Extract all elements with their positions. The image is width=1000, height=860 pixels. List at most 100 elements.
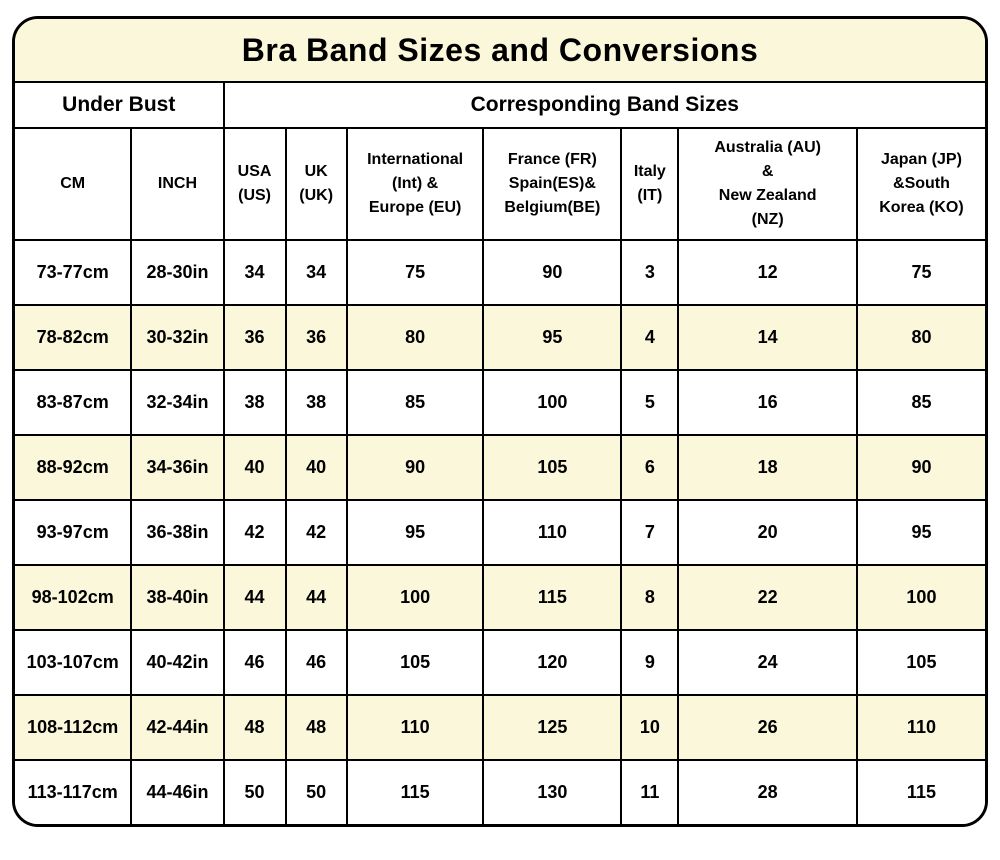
table-cell: 125 — [482, 694, 623, 761]
column-header-inch: INCH — [130, 127, 225, 241]
table-cell: 11 — [620, 759, 680, 824]
table-cell: 5 — [620, 369, 680, 436]
table-cell: 90 — [855, 434, 985, 501]
table-cell: 14 — [677, 304, 858, 371]
table-cell: 90 — [345, 434, 485, 501]
table-cell: 18 — [677, 434, 858, 501]
table-cell: 9 — [620, 629, 680, 696]
table-cell: 110 — [482, 499, 623, 566]
table-cell: 12 — [677, 239, 858, 306]
table-cell: 36-38in — [130, 499, 225, 566]
table-cell: 50 — [222, 759, 287, 824]
table-cell: 95 — [482, 304, 623, 371]
table-cell: 103-107cm — [15, 629, 133, 696]
table-row: 73-77cm 28-30in 34 34 75 90 3 12 75 — [15, 239, 985, 306]
table-cell: 98-102cm — [15, 564, 133, 631]
table-cell: 88-92cm — [15, 434, 133, 501]
table-cell: 3 — [620, 239, 680, 306]
table-cell: 4 — [620, 304, 680, 371]
table-cell: 100 — [855, 564, 985, 631]
table-cell: 7 — [620, 499, 680, 566]
table-cell: 40-42in — [130, 629, 225, 696]
page-title: Bra Band Sizes and Conversions — [15, 19, 985, 83]
table-cell: 93-97cm — [15, 499, 133, 566]
table-cell: 38 — [222, 369, 287, 436]
group-header-under-bust: Under Bust — [15, 81, 225, 129]
column-header-usa: USA (US) — [222, 127, 287, 241]
table-cell: 85 — [855, 369, 985, 436]
table-cell: 22 — [677, 564, 858, 631]
table-cell: 113-117cm — [15, 759, 133, 824]
table-cell: 130 — [482, 759, 623, 824]
table-cell: 30-32in — [130, 304, 225, 371]
table-cell: 38-40in — [130, 564, 225, 631]
table-cell: 26 — [677, 694, 858, 761]
table-cell: 46 — [284, 629, 348, 696]
table-cell: 36 — [284, 304, 348, 371]
column-header-row: CM INCH USA (US) UK (UK) International (… — [15, 127, 985, 241]
table-cell: 75 — [855, 239, 985, 306]
table-cell: 8 — [620, 564, 680, 631]
table-cell: 34-36in — [130, 434, 225, 501]
table-cell: 48 — [284, 694, 348, 761]
column-header-cm: CM — [15, 127, 133, 241]
table-cell: 40 — [284, 434, 348, 501]
table-cell: 115 — [482, 564, 623, 631]
column-header-int-eu: International (Int) & Europe (EU) — [345, 127, 485, 241]
table-cell: 105 — [855, 629, 985, 696]
column-header-italy: Italy (IT) — [620, 127, 680, 241]
table-row: 88-92cm 34-36in 40 40 90 105 6 18 90 — [15, 434, 985, 501]
table-cell: 110 — [345, 694, 485, 761]
table-cell: 108-112cm — [15, 694, 133, 761]
table-cell: 34 — [284, 239, 348, 306]
group-header-band-sizes: Corresponding Band Sizes — [222, 81, 985, 129]
table-cell: 10 — [620, 694, 680, 761]
column-header-au-nz: Australia (AU) & New Zealand (NZ) — [677, 127, 858, 241]
table-cell: 75 — [345, 239, 485, 306]
table-cell: 90 — [482, 239, 623, 306]
table-cell: 95 — [345, 499, 485, 566]
table-cell: 85 — [345, 369, 485, 436]
table-cell: 44 — [284, 564, 348, 631]
table-cell: 105 — [482, 434, 623, 501]
table-cell: 115 — [855, 759, 985, 824]
table-row: 78-82cm 30-32in 36 36 80 95 4 14 80 — [15, 304, 985, 371]
table-cell: 50 — [284, 759, 348, 824]
table-cell: 44-46in — [130, 759, 225, 824]
table-cell: 100 — [482, 369, 623, 436]
table-cell: 28 — [677, 759, 858, 824]
table-row: 93-97cm 36-38in 42 42 95 110 7 20 95 — [15, 499, 985, 566]
table-cell: 48 — [222, 694, 287, 761]
table-row: 103-107cm 40-42in 46 46 105 120 9 24 105 — [15, 629, 985, 696]
table-cell: 36 — [222, 304, 287, 371]
table-cell: 42 — [284, 499, 348, 566]
table-cell: 83-87cm — [15, 369, 133, 436]
table-cell: 78-82cm — [15, 304, 133, 371]
table-cell: 95 — [855, 499, 985, 566]
column-header-uk: UK (UK) — [284, 127, 348, 241]
table-cell: 44 — [222, 564, 287, 631]
table-cell: 115 — [345, 759, 485, 824]
table-cell: 80 — [855, 304, 985, 371]
table-cell: 28-30in — [130, 239, 225, 306]
bra-band-size-table: Bra Band Sizes and Conversions Under Bus… — [15, 19, 985, 824]
table-cell: 38 — [284, 369, 348, 436]
table-cell: 100 — [345, 564, 485, 631]
table-cell: 42-44in — [130, 694, 225, 761]
table-cell: 6 — [620, 434, 680, 501]
table-row: 83-87cm 32-34in 38 38 85 100 5 16 85 — [15, 369, 985, 436]
table-cell: 42 — [222, 499, 287, 566]
conversion-table-frame: Bra Band Sizes and Conversions Under Bus… — [12, 16, 988, 827]
table-cell: 73-77cm — [15, 239, 133, 306]
table-cell: 20 — [677, 499, 858, 566]
column-header-fr-es-be: France (FR) Spain(ES)& Belgium(BE) — [482, 127, 623, 241]
table-row: 108-112cm 42-44in 48 48 110 125 10 26 11… — [15, 694, 985, 761]
table-cell: 105 — [345, 629, 485, 696]
table-cell: 32-34in — [130, 369, 225, 436]
table-cell: 34 — [222, 239, 287, 306]
table-cell: 80 — [345, 304, 485, 371]
table-cell: 16 — [677, 369, 858, 436]
table-cell: 120 — [482, 629, 623, 696]
group-header-row: Under Bust Corresponding Band Sizes — [15, 81, 985, 129]
table-row: 98-102cm 38-40in 44 44 100 115 8 22 100 — [15, 564, 985, 631]
